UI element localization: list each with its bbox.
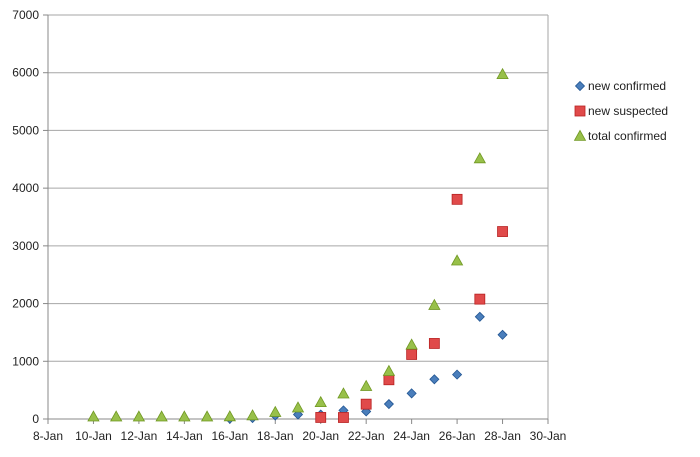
point-new-suspected [497, 226, 508, 237]
point-total-confirmed [496, 67, 509, 80]
x-tick-label: 14-Jan [166, 429, 203, 443]
point-total-confirmed [132, 410, 146, 422]
point-total-confirmed [314, 395, 327, 408]
y-tick-label: 4000 [12, 181, 39, 195]
point-total-confirmed [110, 410, 123, 422]
x-tick-label: 20-Jan [302, 429, 339, 443]
x-tick-label: 18-Jan [257, 429, 294, 443]
point-new-confirmed [452, 369, 463, 380]
legend-marker-diamond [574, 80, 586, 92]
y-tick-label: 1000 [12, 354, 39, 368]
x-tick-label: 30-Jan [530, 429, 567, 443]
x-tick-label: 26-Jan [439, 429, 476, 443]
x-tick-label: 8-Jan [33, 429, 63, 443]
y-tick-label: 6000 [12, 66, 39, 80]
point-total-confirmed [155, 410, 168, 422]
point-new-suspected [383, 374, 395, 386]
point-total-confirmed [223, 410, 236, 422]
y-tick-label: 3000 [12, 239, 39, 253]
series-new-suspected [315, 193, 508, 423]
legend-label: new confirmed [588, 79, 666, 93]
point-new-confirmed [497, 329, 508, 340]
x-tick-label: 24-Jan [393, 429, 430, 443]
point-total-confirmed [178, 410, 191, 422]
point-new-suspected [315, 412, 327, 423]
point-total-confirmed [360, 379, 373, 391]
y-tick-label: 0 [32, 412, 39, 426]
point-total-confirmed [337, 387, 350, 399]
legend-item-new-suspected: new suspected [574, 104, 668, 118]
x-tick-label: 28-Jan [484, 429, 521, 443]
data-points [87, 67, 509, 424]
point-total-confirmed [200, 410, 214, 422]
point-total-confirmed [87, 410, 100, 422]
x-tick-label: 10-Jan [75, 429, 112, 443]
y-tick-label: 2000 [12, 297, 39, 311]
point-total-confirmed [269, 405, 282, 417]
point-total-confirmed [450, 254, 464, 266]
point-new-confirmed [383, 398, 394, 410]
point-total-confirmed [246, 409, 259, 421]
x-tick-label: 12-Jan [121, 429, 158, 443]
legend-item-total-confirmed: total confirmed [573, 129, 667, 143]
point-total-confirmed [382, 364, 396, 376]
legend-marker-square [574, 105, 586, 117]
y-tick-label: 5000 [12, 123, 39, 137]
series-total-confirmed [87, 67, 509, 422]
point-new-suspected [406, 349, 418, 360]
point-new-confirmed [429, 374, 440, 385]
point-total-confirmed [405, 338, 418, 350]
axes: 0 1000 2000 3000 4000 5000 6000 7000 8-Jan 10-Jan… [12, 8, 566, 443]
point-new-confirmed [406, 388, 417, 399]
legend: new confirmed new suspected total confirme… [573, 79, 668, 143]
point-new-suspected [474, 293, 486, 305]
point-new-confirmed [474, 311, 485, 322]
x-tick-label: 16-Jan [211, 429, 248, 443]
gridlines [48, 14, 549, 419]
point-total-confirmed [473, 152, 486, 164]
point-new-suspected [338, 412, 349, 423]
legend-marker-triangle [573, 129, 587, 141]
point-new-suspected [428, 338, 440, 349]
x-tick-label: 22-Jan [348, 429, 385, 443]
legend-label: total confirmed [588, 129, 667, 143]
point-new-suspected [451, 193, 463, 205]
legend-item-new-confirmed: new confirmed [574, 79, 666, 93]
y-tick-label: 7000 [12, 8, 39, 22]
legend-label: new suspected [588, 104, 668, 118]
point-new-suspected [360, 398, 372, 410]
point-total-confirmed [428, 298, 441, 310]
point-total-confirmed [291, 401, 305, 413]
